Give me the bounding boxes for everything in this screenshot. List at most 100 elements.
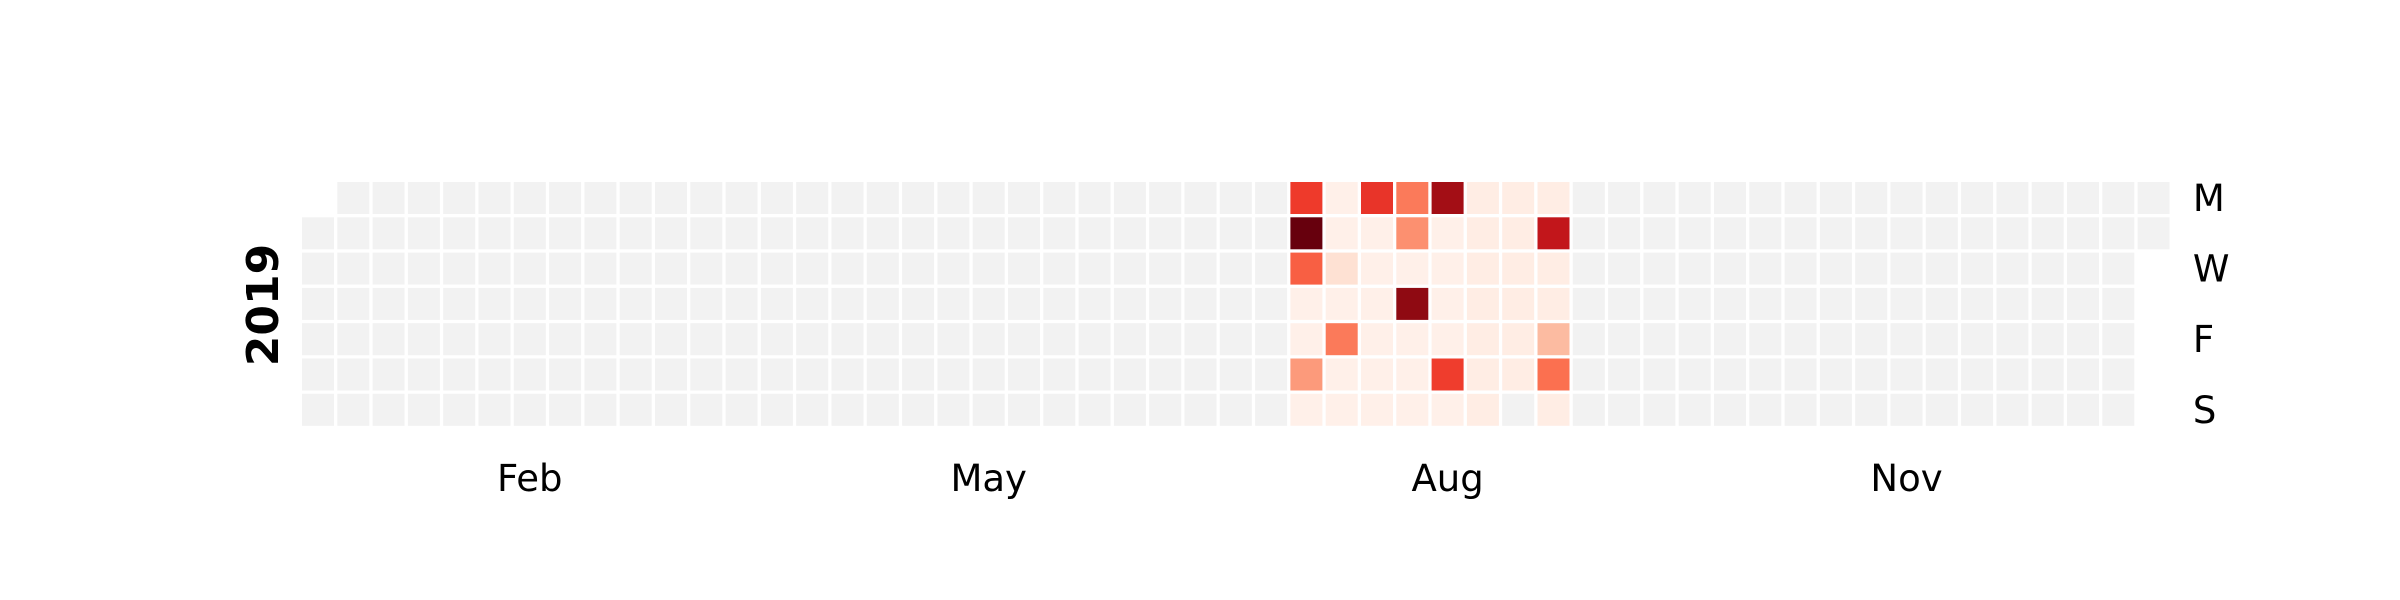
heatmap-cell: [1149, 323, 1182, 356]
heatmap-cell: [1396, 217, 1429, 250]
heatmap-cell: [1784, 252, 1817, 285]
heatmap-cell: [1678, 393, 1711, 426]
heatmap-cell: [831, 358, 864, 391]
heatmap-cell: [1537, 393, 1570, 426]
heatmap-cell: [1749, 252, 1782, 285]
heatmap-cell: [372, 323, 405, 356]
heatmap-cell: [584, 182, 617, 214]
heatmap-cell: [1537, 287, 1570, 320]
heatmap-cell: [2067, 287, 2099, 320]
heatmap-cell: [1325, 217, 1358, 250]
heatmap-cell: [1290, 182, 1323, 214]
heatmap-cell: [443, 252, 476, 285]
heatmap-cell: [937, 393, 970, 426]
heatmap-cell: [1714, 182, 1746, 214]
heatmap-cell: [1255, 393, 1288, 426]
heatmap-cell: [2067, 358, 2099, 391]
heatmap-cell: [1784, 217, 1817, 250]
heatmap-cell: [2067, 323, 2099, 356]
heatmap-cell: [1608, 182, 1641, 214]
heatmap-cell: [690, 182, 723, 214]
heatmap-cell: [1502, 287, 1535, 320]
heatmap-cell: [1819, 182, 1852, 214]
heatmap-cell: [1855, 393, 1888, 426]
year-label: 2019: [238, 244, 289, 366]
heatmap-cell: [407, 287, 440, 320]
heatmap-cell: [1361, 217, 1393, 250]
heatmap-cell: [1113, 323, 1146, 356]
heatmap-cell: [1678, 358, 1711, 391]
heatmap-cell: [1255, 287, 1288, 320]
heatmap-cell: [1361, 182, 1393, 214]
heatmap-cell: [1643, 182, 1676, 214]
heatmap-cell: [1113, 393, 1146, 426]
heatmap-cell: [1184, 182, 1217, 214]
heatmap-cells: [302, 182, 2170, 426]
heatmap-cell: [1290, 393, 1323, 426]
heatmap-cell: [337, 182, 370, 214]
heatmap-cell: [690, 252, 723, 285]
heatmap-cell: [302, 217, 334, 250]
heatmap-cell: [1502, 217, 1535, 250]
heatmap-cell: [1255, 358, 1288, 391]
heatmap-cell: [549, 393, 582, 426]
heatmap-cell: [796, 217, 829, 250]
heatmap-cell: [937, 182, 970, 214]
heatmap-cell: [619, 287, 652, 320]
month-tick-label: Feb: [497, 457, 563, 500]
heatmap-cell: [372, 182, 405, 214]
heatmap-cell: [1149, 287, 1182, 320]
heatmap-cell: [866, 358, 899, 391]
heatmap-cell: [1184, 358, 1217, 391]
heatmap-cell: [725, 182, 758, 214]
heatmap-cell: [2031, 217, 2064, 250]
heatmap-cell: [1078, 252, 1111, 285]
heatmap-cell: [407, 323, 440, 356]
heatmap-cell: [690, 287, 723, 320]
heatmap-cell: [1008, 287, 1040, 320]
heatmap-cell: [725, 323, 758, 356]
heatmap-cell: [1714, 287, 1746, 320]
heatmap-cell: [1008, 182, 1040, 214]
heatmap-cell: [1996, 287, 2029, 320]
heatmap-cell: [796, 287, 829, 320]
heatmap-cell: [1608, 252, 1641, 285]
heatmap-cell: [1149, 182, 1182, 214]
heatmap-cell: [1255, 217, 1288, 250]
heatmap-cell: [1678, 252, 1711, 285]
heatmap-cell: [443, 182, 476, 214]
heatmap-cell: [1184, 217, 1217, 250]
heatmap-cell: [1784, 182, 1817, 214]
heatmap-cell: [2031, 323, 2064, 356]
heatmap-cell: [2031, 393, 2064, 426]
heatmap-cell: [1572, 217, 1605, 250]
heatmap-cell: [690, 358, 723, 391]
heatmap-cell: [1325, 358, 1358, 391]
heatmap-cell: [1466, 393, 1499, 426]
heatmap-cell: [1749, 323, 1782, 356]
heatmap-cell: [796, 358, 829, 391]
heatmap-cell: [1961, 182, 1994, 214]
heatmap-cell: [796, 182, 829, 214]
heatmap-cell: [584, 393, 617, 426]
heatmap-cell: [2102, 393, 2135, 426]
heatmap-cell: [1149, 252, 1182, 285]
heatmap-cell: [1714, 252, 1746, 285]
heatmap-cell: [549, 182, 582, 214]
heatmap-cell: [584, 323, 617, 356]
heatmap-cell: [725, 252, 758, 285]
heatmap-cell: [760, 358, 793, 391]
heatmap-cell: [1431, 182, 1464, 214]
heatmap-cell: [1819, 393, 1852, 426]
heatmap-cell: [866, 323, 899, 356]
heatmap-cell: [902, 287, 935, 320]
heatmap-cell: [407, 217, 440, 250]
heatmap-cell: [372, 287, 405, 320]
heatmap-cell: [407, 393, 440, 426]
heatmap-cell: [655, 358, 687, 391]
heatmap-cell: [972, 217, 1005, 250]
heatmap-cell: [1572, 393, 1605, 426]
weekday-label: S: [2193, 389, 2217, 432]
